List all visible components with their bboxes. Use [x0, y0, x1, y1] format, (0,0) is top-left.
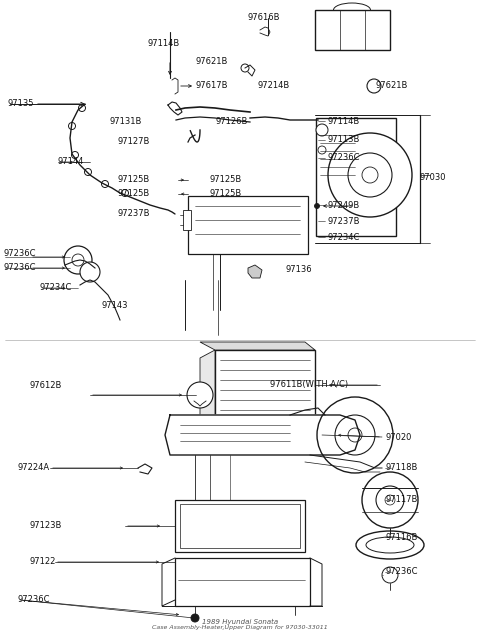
Circle shape: [348, 428, 362, 442]
Text: 97126B: 97126B: [215, 117, 247, 125]
Text: 97136: 97136: [285, 265, 312, 275]
Ellipse shape: [356, 531, 424, 559]
Circle shape: [64, 246, 92, 274]
Text: 97030: 97030: [420, 173, 446, 183]
Text: 97234C: 97234C: [40, 284, 72, 292]
Bar: [175, 558, 310, 606]
Text: 97616B: 97616B: [247, 13, 279, 23]
Text: 97122: 97122: [30, 558, 56, 566]
Circle shape: [316, 124, 328, 136]
Circle shape: [80, 262, 100, 282]
Circle shape: [335, 415, 375, 455]
Text: 97621B: 97621B: [375, 81, 408, 89]
Text: Case Assembly-Heater,Upper Diagram for 97030-33011: Case Assembly-Heater,Upper Diagram for 9…: [152, 626, 328, 630]
Text: 97236C: 97236C: [4, 263, 36, 272]
Circle shape: [187, 382, 213, 408]
Text: 97237B: 97237B: [118, 209, 151, 217]
Bar: [215, 350, 315, 430]
Circle shape: [69, 122, 75, 130]
Circle shape: [317, 397, 393, 473]
Text: 97131B: 97131B: [110, 117, 143, 125]
Text: 97237B: 97237B: [327, 217, 360, 226]
Text: 1989 Hyundai Sonata: 1989 Hyundai Sonata: [202, 619, 278, 625]
Circle shape: [84, 168, 92, 176]
Circle shape: [318, 146, 326, 154]
Text: 97611B(WITH A/C): 97611B(WITH A/C): [270, 381, 348, 389]
Text: 97116B: 97116B: [385, 532, 418, 542]
Circle shape: [385, 495, 395, 505]
Text: 97125B: 97125B: [210, 175, 242, 183]
Text: 97236C: 97236C: [18, 595, 50, 605]
Circle shape: [328, 133, 412, 217]
Text: 97020: 97020: [385, 433, 411, 442]
Bar: [180, 504, 300, 548]
Circle shape: [362, 167, 378, 183]
Bar: [315, 10, 390, 50]
Circle shape: [376, 486, 404, 514]
Polygon shape: [248, 265, 262, 278]
Polygon shape: [200, 350, 215, 430]
Text: 97236C: 97236C: [4, 249, 36, 258]
Text: 97617B: 97617B: [196, 81, 228, 89]
Text: 97135: 97135: [8, 100, 35, 108]
Circle shape: [101, 181, 108, 188]
Circle shape: [314, 203, 320, 209]
Text: 97214B: 97214B: [258, 81, 290, 89]
Circle shape: [191, 614, 199, 622]
Circle shape: [72, 151, 79, 159]
Text: 97123B: 97123B: [30, 522, 62, 530]
Text: 97125B: 97125B: [118, 190, 150, 198]
Text: 97127B: 97127B: [118, 137, 150, 147]
Text: 97249B: 97249B: [327, 200, 359, 210]
Ellipse shape: [366, 537, 414, 553]
Text: 97234C: 97234C: [327, 232, 360, 241]
Text: 97144: 97144: [58, 158, 84, 166]
Circle shape: [72, 254, 84, 266]
Bar: [183, 210, 191, 230]
Text: 97612B: 97612B: [30, 381, 62, 389]
Circle shape: [367, 79, 381, 93]
Text: 97118B: 97118B: [385, 464, 418, 472]
Circle shape: [121, 190, 129, 197]
Text: 97236C: 97236C: [385, 568, 418, 576]
Text: 97621B: 97621B: [196, 57, 228, 67]
Circle shape: [241, 64, 249, 72]
Text: 97143: 97143: [102, 301, 129, 309]
Bar: [175, 500, 305, 552]
Text: 97114B: 97114B: [148, 38, 180, 47]
Text: 97224A: 97224A: [18, 464, 50, 472]
Text: 97236C: 97236C: [327, 154, 360, 163]
Text: 97113B: 97113B: [327, 135, 360, 144]
Bar: [188, 196, 308, 254]
Text: 97125B: 97125B: [118, 175, 150, 183]
Circle shape: [348, 153, 392, 197]
Polygon shape: [165, 415, 360, 455]
Text: 97117B: 97117B: [385, 496, 418, 505]
Text: 97125B: 97125B: [210, 190, 242, 198]
Polygon shape: [200, 342, 315, 350]
Text: 97114B: 97114B: [327, 117, 359, 125]
Bar: [316, 118, 396, 236]
Circle shape: [362, 472, 418, 528]
Circle shape: [79, 105, 85, 112]
Circle shape: [382, 567, 398, 583]
